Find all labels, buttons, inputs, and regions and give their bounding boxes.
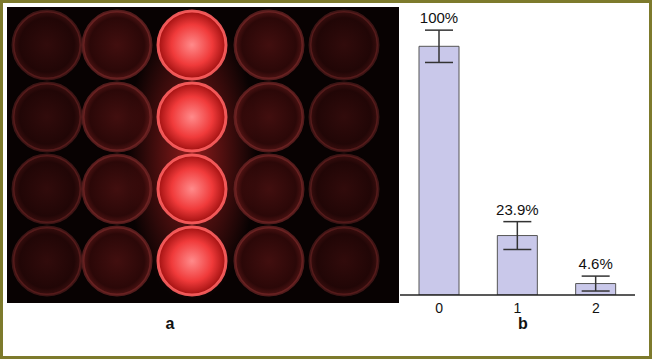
- svg-text:100%: 100%: [420, 9, 458, 26]
- svg-text:2: 2: [592, 300, 600, 316]
- svg-text:23.9%: 23.9%: [496, 201, 539, 218]
- svg-text:4.6%: 4.6%: [579, 255, 613, 272]
- svg-text:0: 0: [435, 300, 443, 316]
- html-text:a: a: [165, 315, 175, 332]
- html-text:b: b: [518, 315, 528, 332]
- svg-text:1: 1: [514, 300, 522, 316]
